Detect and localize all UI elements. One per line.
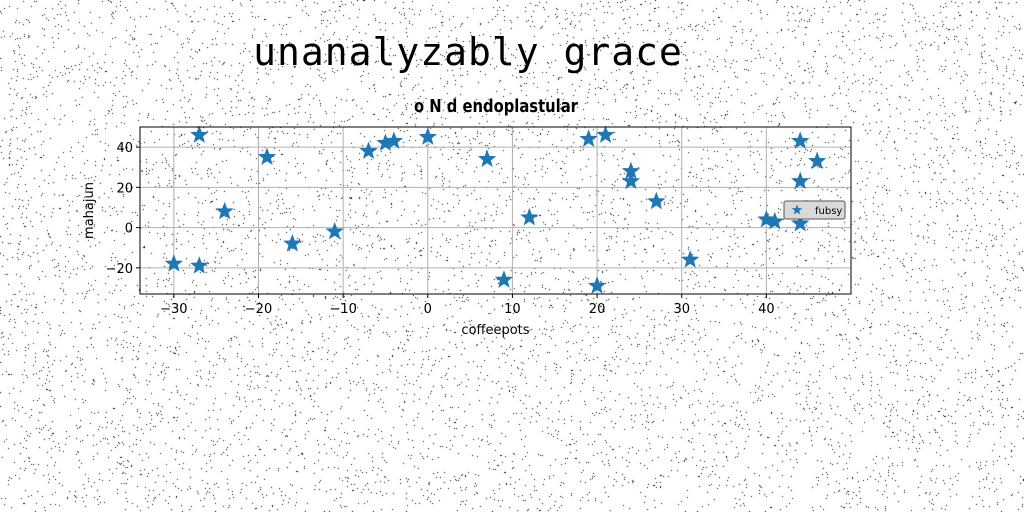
y-tick-label: 0 <box>125 222 133 237</box>
axes-frame <box>140 127 851 294</box>
data-point-star <box>190 125 209 143</box>
data-point-star <box>164 254 184 272</box>
data-point-star <box>791 131 810 149</box>
data-point-star <box>765 211 784 230</box>
data-point-star <box>215 201 234 220</box>
legend-entry-label: fubsy <box>815 206 842 217</box>
data-point-star <box>791 171 810 190</box>
x-tick-label: −30 <box>160 302 187 317</box>
data-point-star <box>807 151 827 170</box>
data-point-star <box>587 276 607 294</box>
grid-lines <box>140 127 851 294</box>
legend-box <box>783 200 846 220</box>
data-point-star <box>190 256 209 274</box>
data-point-star <box>681 250 700 268</box>
axes-border <box>139 126 852 295</box>
data-point-star <box>325 221 344 240</box>
legend: fubsy <box>783 200 846 220</box>
axis-ticks: −30 −20 −10 0 10 20 30 40 −20 0 20 40 <box>106 141 775 317</box>
data-point-star <box>596 125 615 143</box>
data-point-star <box>283 234 302 252</box>
figure-suptitle: unanalyzably grace <box>253 30 683 74</box>
data-point-star <box>418 127 437 145</box>
x-tick-label: 40 <box>758 302 775 317</box>
data-point-star <box>579 129 598 147</box>
y-tick-label: 40 <box>116 141 133 156</box>
x-tick-label: 20 <box>589 302 606 317</box>
data-point-star <box>791 213 810 232</box>
y-tick-label: 20 <box>116 181 133 196</box>
chart-title: o N d endoplastular <box>414 96 578 117</box>
x-tick-label: 10 <box>504 302 521 317</box>
data-point-star <box>359 141 378 159</box>
y-axis-label: mahajun <box>82 182 97 239</box>
data-point-star <box>477 149 497 167</box>
x-axis-label: coffeepots <box>461 323 529 338</box>
data-point-star <box>257 147 277 165</box>
data-points <box>164 125 827 294</box>
data-point-star <box>494 270 514 288</box>
x-tick-label: 0 <box>424 302 432 317</box>
y-tick-label: −20 <box>106 262 133 277</box>
x-tick-label: −10 <box>329 302 356 317</box>
legend-marker-star <box>791 204 803 215</box>
x-tick-label: 30 <box>673 302 690 317</box>
data-point-star <box>384 131 404 149</box>
data-point-star <box>621 171 641 190</box>
x-tick-label: −20 <box>245 302 272 317</box>
data-point-star <box>520 207 539 226</box>
data-point-star <box>647 191 666 210</box>
plot-area <box>140 127 851 294</box>
